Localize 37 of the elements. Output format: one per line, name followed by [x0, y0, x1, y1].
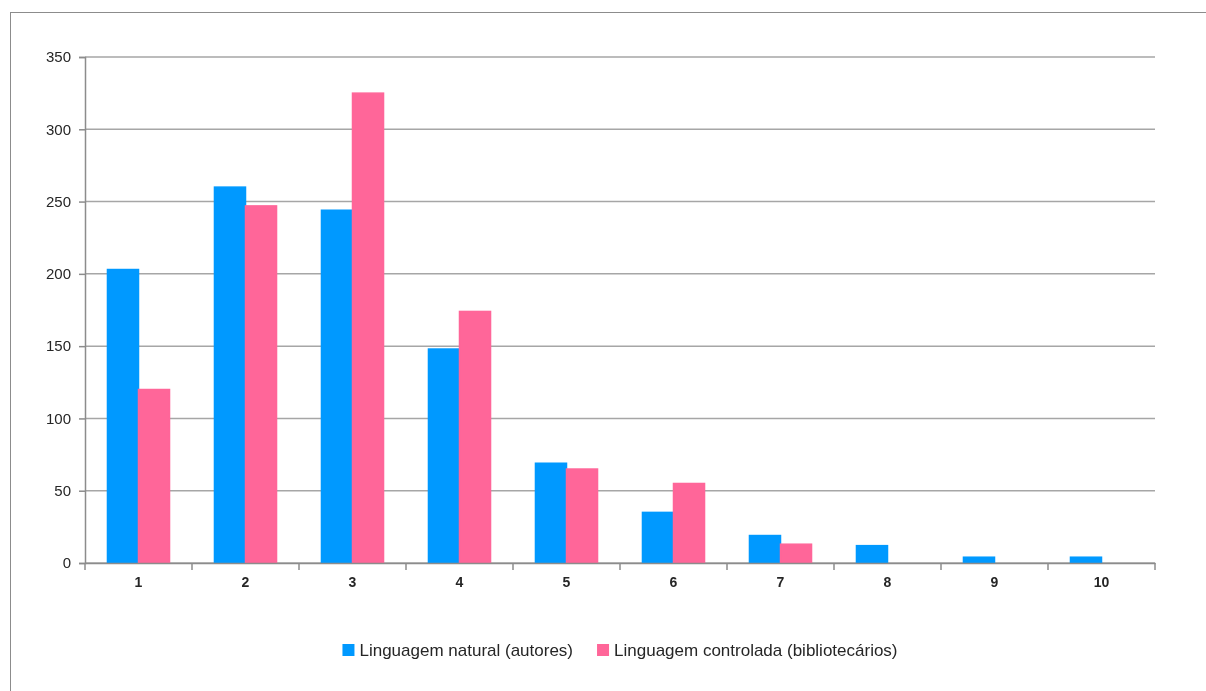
y-tick-label: 50 [54, 482, 71, 500]
y-tick-label: 300 [45, 120, 71, 138]
bar [672, 482, 706, 564]
x-tick-label: 3 [348, 573, 357, 590]
y-tick-label: 350 [45, 48, 71, 66]
bar [106, 268, 140, 564]
x-tick-label: 9 [990, 573, 999, 590]
y-tick-label: 150 [45, 337, 71, 355]
y-tick-label: 200 [45, 265, 71, 283]
x-tick-label: 8 [883, 573, 892, 590]
legend-label: Linguagem natural (autores) [359, 641, 574, 660]
bar [458, 310, 492, 564]
x-tick-label: 5 [562, 573, 571, 590]
x-tick-label: 6 [669, 573, 678, 590]
x-tick-label: 2 [241, 573, 250, 590]
x-tick-label: 10 [1093, 573, 1110, 590]
x-tick-label: 7 [776, 573, 785, 590]
y-tick-label: 100 [45, 409, 71, 427]
bar [213, 186, 247, 564]
bar [244, 205, 278, 564]
bar [855, 544, 889, 564]
bar [351, 92, 385, 564]
bar [565, 468, 599, 564]
bar [962, 556, 996, 564]
legend-label: Linguagem controlada (bibliotecários) [614, 641, 898, 660]
x-tick-label: 4 [455, 573, 464, 590]
y-tick-label: 0 [62, 554, 71, 572]
bar [427, 348, 461, 564]
bar [641, 511, 675, 564]
y-tick-label: 250 [45, 192, 71, 210]
bar [1069, 556, 1103, 564]
bar [779, 543, 813, 564]
bar [137, 388, 171, 564]
bar [534, 462, 568, 564]
bar [748, 534, 782, 564]
x-tick-label: 1 [134, 573, 143, 590]
bar [320, 209, 354, 564]
